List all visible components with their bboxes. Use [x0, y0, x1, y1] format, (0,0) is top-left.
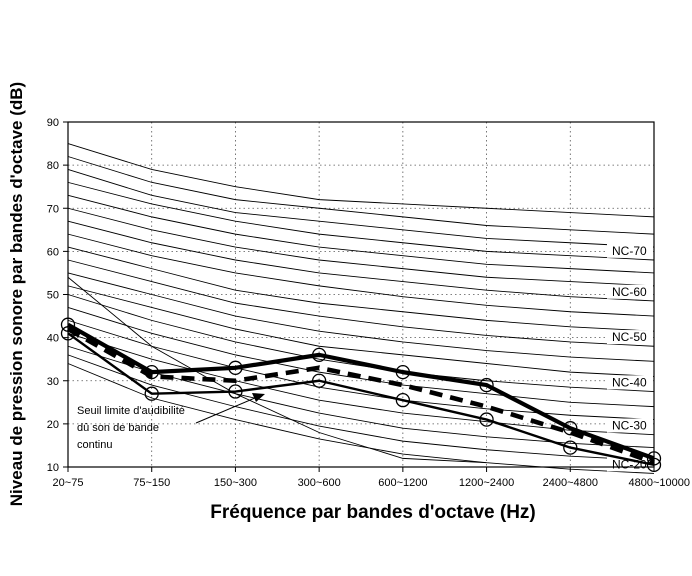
y-tick-label: 60 — [47, 246, 59, 258]
x-tick-label: 75~150 — [133, 477, 170, 489]
series-marker — [228, 360, 243, 375]
nc-curve — [67, 181, 655, 261]
y-axis-title: Niveau de pression sonore par bandes d'o… — [7, 82, 26, 506]
nc-curve — [67, 294, 655, 392]
series-marker — [228, 384, 243, 399]
y-tick-label: 10 — [47, 462, 59, 474]
nc-curve-label: NC-60 — [612, 285, 647, 299]
threshold-annotation: Seuil limite d'audibilité dû son de band… — [77, 393, 265, 451]
nc-label-bg — [607, 375, 653, 390]
series-marker — [311, 347, 327, 363]
threshold-label-line-1: Seuil limite d'audibilité — [77, 405, 185, 417]
nc-curve — [67, 207, 655, 287]
y-tick-label: 80 — [47, 160, 59, 172]
series-marker — [395, 393, 411, 408]
x-tick-label: 150~300 — [214, 477, 257, 489]
threshold-arrow-head — [252, 393, 265, 402]
series-marker — [479, 412, 494, 427]
series-line — [66, 326, 655, 465]
nc-curve — [67, 319, 655, 421]
measured-series — [66, 322, 655, 467]
nc-curve — [67, 354, 655, 461]
x-tick-label: 20~75 — [53, 477, 84, 489]
threshold-curve — [67, 276, 487, 464]
series-marker — [479, 377, 494, 393]
x-tick-label: 2400~4800 — [543, 477, 598, 489]
nc-label-bg — [607, 284, 653, 299]
nc-curve — [67, 272, 655, 362]
x-tick-label: 4800~10000 — [629, 477, 690, 489]
nc-label-bg — [607, 330, 653, 345]
nc-curve — [67, 143, 655, 218]
nc-curve — [67, 307, 655, 408]
y-tick-label: 40 — [47, 333, 59, 345]
nc-curve — [67, 194, 655, 274]
nc-curve-label: NC-70 — [612, 244, 647, 258]
nc-curve — [67, 156, 655, 235]
x-tick-label: 300~600 — [298, 477, 341, 489]
x-tick-label: 600~1200 — [378, 477, 427, 489]
series-marker — [144, 386, 159, 401]
nc-label-bg — [607, 243, 653, 258]
threshold-arrow-shaft — [195, 397, 256, 424]
y-tick-label: 50 — [47, 290, 59, 302]
series-marker — [563, 421, 578, 436]
y-tick-label: 90 — [47, 117, 59, 129]
series-marker — [395, 364, 411, 380]
nc-curve — [67, 259, 655, 347]
series-line — [66, 322, 655, 461]
nc-curve — [67, 169, 655, 248]
nc-curve — [67, 285, 655, 377]
nc-curve-label: NC-30 — [612, 418, 647, 432]
series-line — [67, 332, 655, 467]
threshold-label-line-2: dû son de bande — [77, 422, 159, 434]
nc-label-bg — [607, 457, 653, 472]
x-axis-title: Fréquence par bandes d'octave (Hz) — [210, 502, 536, 523]
nc-label-bg — [607, 418, 653, 433]
nc-curve-label: NC-50 — [612, 330, 647, 344]
nc-curve-label: NC-40 — [612, 375, 647, 389]
nc-curve — [67, 363, 655, 474]
nc-curve — [67, 220, 655, 302]
x-tick-label: 1200~2400 — [459, 477, 514, 489]
threshold-label-line-3: continu — [77, 439, 112, 451]
y-tick-label: 70 — [47, 203, 59, 215]
series-marker — [563, 440, 578, 455]
series-marker — [144, 364, 159, 380]
nc-curve — [67, 246, 655, 332]
series-marker — [311, 373, 327, 388]
y-tick-label: 30 — [47, 376, 59, 388]
axes: 10 20 30 40 50 60 70 80 90 20~75 75~150 150~300 300~… — [47, 117, 690, 489]
nc-curve — [67, 233, 655, 317]
y-tick-label: 20 — [47, 419, 59, 431]
